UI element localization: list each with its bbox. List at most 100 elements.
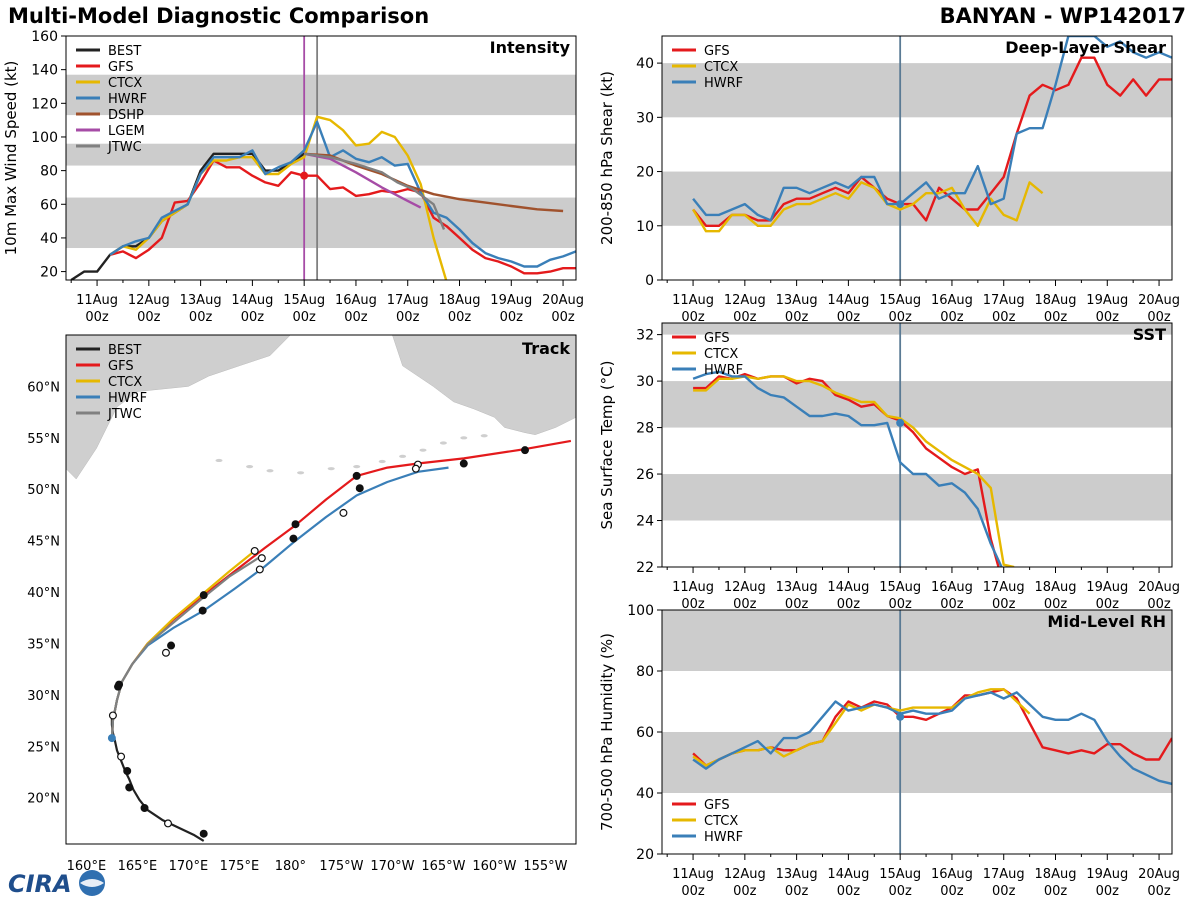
plot-frame xyxy=(65,35,577,281)
land-1 xyxy=(392,335,576,435)
band-0 xyxy=(662,171,1172,226)
x-tick-label-hour: 00z xyxy=(888,597,912,612)
storm-title: BANYAN - WP142017 xyxy=(939,4,1186,28)
legend-label: GFS xyxy=(704,331,730,346)
band-0 xyxy=(662,474,1172,521)
legend-label: GFS xyxy=(704,798,730,813)
track-best xyxy=(110,713,205,842)
y-axis-label: 200-850 hPa Shear (kt) xyxy=(598,71,616,245)
panel-title: Deep-Layer Shear xyxy=(1005,38,1166,57)
legend-label: GFS xyxy=(108,359,134,374)
legend-label: GFS xyxy=(108,60,134,75)
x-tick-label-hour: 00z xyxy=(1044,597,1068,612)
y-tick-label: 160 xyxy=(31,29,58,45)
y-tick-label: 30 xyxy=(636,374,654,390)
x-tick-label-hour: 00z xyxy=(837,884,861,899)
track-point xyxy=(339,508,348,517)
x-tick-label-day: 11Aug xyxy=(672,867,714,882)
y-tick-label: 0 xyxy=(645,273,654,289)
y-tick-label: 80 xyxy=(40,164,58,180)
legend-label: HWRF xyxy=(108,391,147,406)
legend-label: BEST xyxy=(108,44,141,59)
y-axis-label: 700-500 hPa Humidity (%) xyxy=(598,633,616,831)
x-tick-label-hour: 00z xyxy=(137,310,161,325)
island xyxy=(419,448,427,452)
track-point xyxy=(198,606,207,615)
legend-label: CTCX xyxy=(704,347,738,362)
track-point xyxy=(140,804,149,813)
x-tick-label-hour: 00z xyxy=(940,884,964,899)
lon-tick-label: 175°W xyxy=(319,859,363,874)
panel-rh: 20 40 60 80 100 11Aug 00z 12Aug 00z 13Aug 00z 14Aug… xyxy=(598,603,1180,899)
lon-tick-label: 180° xyxy=(275,859,306,874)
lon-tick-label: 170°E xyxy=(169,859,209,874)
legend-label: CTCX xyxy=(108,375,142,390)
series-hwrf xyxy=(692,36,1172,222)
legend-label: CTCX xyxy=(108,76,142,91)
x-tick-label-hour: 00z xyxy=(733,884,757,899)
plot-frame xyxy=(661,322,1173,568)
lon-tick-label: 155°W xyxy=(523,859,567,874)
x-tick-label-hour: 00z xyxy=(292,310,316,325)
track-ctcx xyxy=(110,550,256,741)
x-tick-label-hour: 00z xyxy=(992,597,1016,612)
marker-gfs xyxy=(300,171,309,180)
band-1 xyxy=(662,381,1172,428)
x-tick-label-day: 16Aug xyxy=(335,293,377,308)
x-tick-label-hour: 00z xyxy=(785,597,809,612)
x-tick-label-day: 13Aug xyxy=(180,293,222,308)
island xyxy=(327,467,335,471)
lat-tick-label: 40°N xyxy=(27,586,60,601)
x-tick-label-hour: 00z xyxy=(837,310,861,325)
legend-label: HWRF xyxy=(108,92,147,107)
y-tick-label: 10 xyxy=(636,219,654,235)
legend-label: HWRF xyxy=(704,363,743,378)
lat-tick-label: 45°N xyxy=(27,535,60,550)
x-tick-label-hour: 00z xyxy=(681,884,705,899)
y-axis-label: Sea Surface Temp (°C) xyxy=(598,360,616,529)
island xyxy=(246,465,254,469)
x-tick-label-hour: 00z xyxy=(733,310,757,325)
x-tick-label-day: 19Aug xyxy=(1086,867,1128,882)
track-point xyxy=(411,464,420,473)
logo-text: CIRA xyxy=(8,870,72,898)
x-tick-label-day: 15Aug xyxy=(283,293,325,308)
y-tick-label: 20 xyxy=(636,165,654,181)
track-point xyxy=(199,829,208,838)
lon-tick-label: 175°E xyxy=(220,859,260,874)
y-tick-label: 100 xyxy=(627,603,654,619)
series-hwrf xyxy=(692,691,1172,786)
x-tick-label-day: 17Aug xyxy=(983,867,1025,882)
series-hwrf xyxy=(692,370,1003,567)
x-tick-label-day: 20Aug xyxy=(1138,867,1180,882)
lat-tick-label: 20°N xyxy=(27,792,60,807)
x-tick-label-day: 15Aug xyxy=(879,293,921,308)
lon-tick-label: 165°W xyxy=(421,859,465,874)
band-1 xyxy=(662,63,1172,118)
y-tick-label: 40 xyxy=(636,786,654,802)
island xyxy=(460,436,468,440)
track-point xyxy=(199,591,208,600)
x-tick-label-day: 11Aug xyxy=(672,580,714,595)
track-point xyxy=(250,546,259,555)
x-tick-label-day: 19Aug xyxy=(1086,293,1128,308)
track-point xyxy=(125,783,134,792)
island xyxy=(399,454,407,458)
plot-frame xyxy=(65,334,577,845)
y-tick-label: 120 xyxy=(31,96,58,112)
island xyxy=(297,471,305,475)
track-point xyxy=(291,520,300,529)
x-tick-label-day: 12Aug xyxy=(724,293,766,308)
x-tick-label-hour: 00z xyxy=(241,310,265,325)
x-tick-label-day: 18Aug xyxy=(1035,293,1077,308)
band-2 xyxy=(66,74,576,116)
x-tick-label-day: 18Aug xyxy=(439,293,481,308)
track-point xyxy=(123,766,132,775)
x-tick-label-day: 11Aug xyxy=(76,293,118,308)
y-tick-label: 28 xyxy=(636,421,654,437)
y-tick-label: 40 xyxy=(40,231,58,247)
page-title: Multi-Model Diagnostic Comparison xyxy=(8,4,430,28)
x-tick-label-day: 17Aug xyxy=(983,580,1025,595)
x-tick-label-hour: 00z xyxy=(940,597,964,612)
series-gfs xyxy=(109,159,576,275)
